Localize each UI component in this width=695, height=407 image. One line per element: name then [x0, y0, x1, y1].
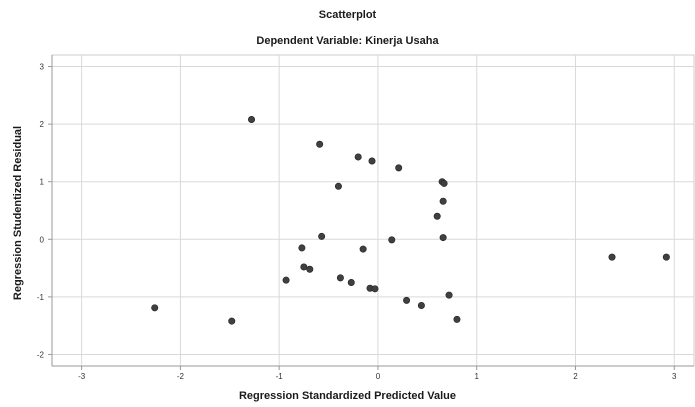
data-point [347, 278, 355, 286]
data-point [306, 265, 314, 273]
x-tick-label: 0 [376, 372, 381, 381]
data-point [445, 291, 453, 299]
y-tick-label: -2 [37, 350, 45, 359]
data-point [433, 212, 441, 220]
data-point [608, 253, 616, 261]
y-tick-label: 3 [40, 63, 45, 72]
data-point [395, 164, 403, 172]
data-point [371, 285, 379, 293]
x-tick-label: 3 [672, 372, 677, 381]
data-point [403, 296, 411, 304]
data-point [662, 253, 670, 261]
x-tick-label: 1 [474, 372, 479, 381]
x-tick-label: -1 [276, 372, 284, 381]
data-point [300, 263, 308, 271]
data-point [359, 245, 367, 253]
y-tick-label: 1 [40, 178, 45, 187]
chart-subtitle: Dependent Variable: Kinerja Usaha [256, 35, 439, 47]
data-point [334, 182, 342, 190]
data-point [282, 276, 290, 284]
data-point [440, 179, 448, 187]
x-tick-label: 2 [573, 372, 578, 381]
y-tick-label: 2 [40, 120, 45, 129]
y-tick-label: -1 [37, 293, 45, 302]
data-point [248, 116, 256, 124]
data-point [228, 317, 236, 325]
data-point [151, 304, 159, 312]
data-point [417, 302, 425, 310]
chart-title: Scatterplot [318, 9, 377, 21]
data-point [453, 315, 461, 323]
x-tick-label: -2 [177, 372, 185, 381]
plot-area [51, 54, 695, 367]
x-tick-label: -3 [78, 372, 86, 381]
data-point [439, 234, 447, 242]
data-point [368, 157, 376, 165]
data-point [354, 153, 362, 161]
x-axis-label: Regression Standardized Predicted Value [238, 390, 456, 402]
data-point [316, 140, 324, 148]
data-point [388, 236, 396, 244]
data-point [298, 244, 306, 252]
data-point [336, 274, 344, 282]
data-point [318, 232, 326, 240]
data-point [439, 197, 447, 205]
y-tick-label: 0 [40, 235, 45, 244]
